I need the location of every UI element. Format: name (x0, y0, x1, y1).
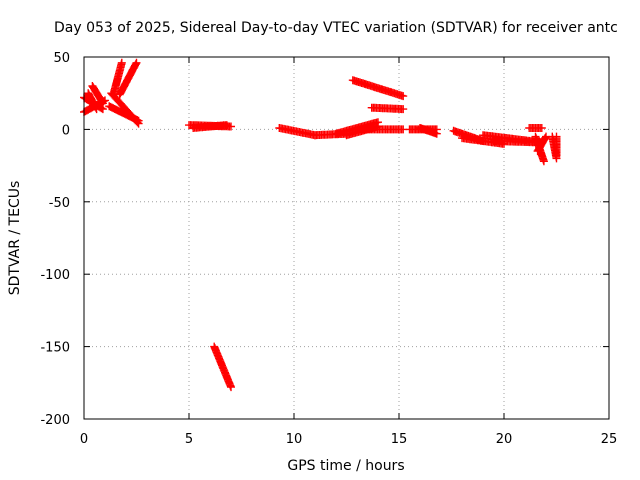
data-point-marker (525, 124, 546, 132)
y-tick-label: -200 (40, 413, 70, 428)
x-tick-label: 15 (391, 432, 408, 447)
data-track (189, 121, 231, 132)
data-series-sdtvar (80, 58, 561, 392)
data-track (367, 103, 408, 114)
y-axis-title: SDTVAR / TECUs (7, 181, 23, 296)
data-point-marker (367, 103, 408, 114)
chart-title: Day 053 of 2025, Sidereal Day-to-day VTE… (54, 20, 618, 36)
y-tick-label: -150 (40, 341, 70, 356)
data-point-marker (348, 76, 408, 101)
data-point-marker (115, 58, 141, 99)
data-point-marker (84, 89, 101, 114)
data-track (84, 89, 101, 114)
data-point-marker (189, 121, 231, 132)
data-point-marker (105, 102, 143, 125)
y-tick-label: -100 (40, 268, 70, 283)
data-track (88, 82, 107, 108)
plot-frame (83, 56, 610, 420)
data-track (109, 58, 126, 99)
data-point-marker (533, 132, 550, 156)
data-point-marker (353, 125, 408, 134)
y-tick-label: 50 (53, 51, 70, 66)
data-track (533, 132, 550, 156)
data-track (348, 76, 408, 101)
x-tick-label: 5 (185, 432, 193, 447)
data-point-marker (210, 342, 235, 392)
data-point-marker (88, 82, 107, 108)
grid-lines (84, 57, 609, 419)
data-track (525, 124, 546, 132)
y-tick-label: -50 (49, 196, 70, 211)
x-tick-label: 0 (80, 432, 88, 447)
x-axis-title: GPS time / hours (287, 458, 404, 474)
data-track (275, 124, 319, 140)
data-point-marker (552, 132, 561, 160)
data-point-marker (416, 124, 441, 138)
data-track (115, 58, 141, 99)
data-track (353, 125, 408, 134)
data-point-marker (109, 58, 126, 99)
data-track (105, 102, 143, 125)
data-point-marker (275, 124, 319, 140)
x-tick-label: 20 (496, 432, 513, 447)
x-tick-label: 25 (601, 432, 618, 447)
data-track (210, 342, 235, 392)
x-tick-label: 10 (286, 432, 303, 447)
y-tick-label: 0 (62, 123, 70, 138)
data-track (552, 132, 561, 160)
data-track (416, 124, 441, 138)
